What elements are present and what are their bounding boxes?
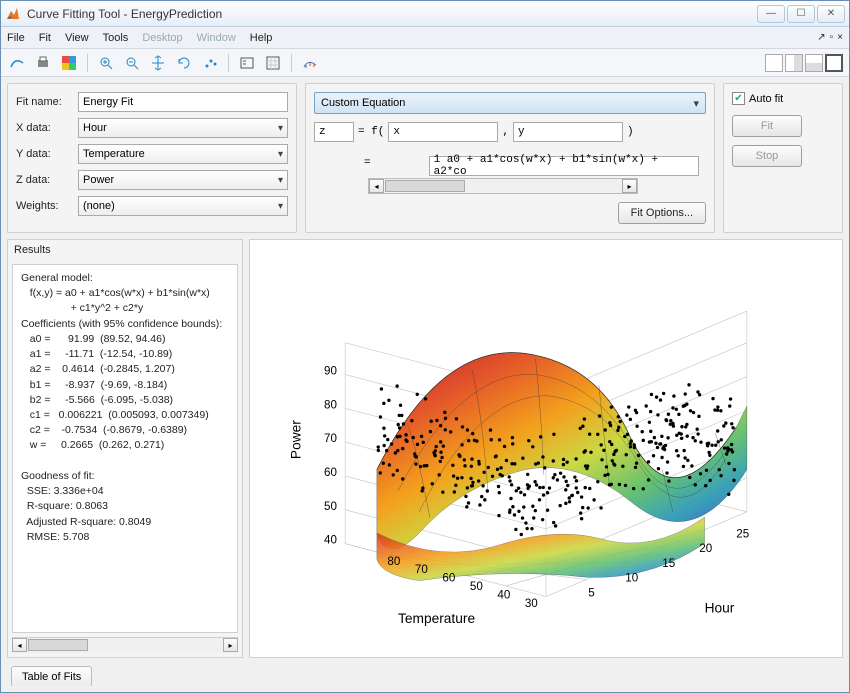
fit-button[interactable]: Fit xyxy=(732,115,802,137)
fitname-input[interactable] xyxy=(78,92,288,112)
fitname-label: Fit name: xyxy=(16,96,72,108)
y-axis-label: Temperature xyxy=(398,611,475,626)
weights-label: Weights: xyxy=(16,200,72,212)
svg-text:10: 10 xyxy=(625,572,638,585)
print-icon[interactable] xyxy=(33,53,53,73)
svg-text:40: 40 xyxy=(324,534,337,547)
menu-file[interactable]: File xyxy=(7,32,25,44)
yvar-box[interactable]: y xyxy=(513,122,623,142)
fit-type-combo[interactable]: Custom Equation xyxy=(314,92,706,114)
ydata-combo[interactable]: Temperature xyxy=(78,144,288,164)
data-cursor-icon[interactable] xyxy=(200,53,220,73)
plot-svg: Power Hour Temperature 40 50 60 70 80 90 30 40… xyxy=(250,240,842,657)
window-controls-icon[interactable]: ▫ xyxy=(830,32,834,43)
zoom-out-icon[interactable] xyxy=(122,53,142,73)
fit-config-panel: Fit name: X data: Hour Y data: Temperature… xyxy=(7,83,297,233)
x-axis-label: Hour xyxy=(705,600,735,615)
svg-text:15: 15 xyxy=(662,557,675,570)
zoom-in-icon[interactable] xyxy=(96,53,116,73)
svg-text:50: 50 xyxy=(324,500,337,513)
stop-button[interactable]: Stop xyxy=(732,145,802,167)
fit-control-panel: ✔ Auto fit Fit Stop xyxy=(723,83,843,233)
svg-text:25: 25 xyxy=(736,527,749,540)
maximize-button[interactable]: ☐ xyxy=(787,5,815,23)
results-scrollbar[interactable]: ◂▸ xyxy=(12,637,238,653)
menu-help[interactable]: Help xyxy=(250,32,273,44)
xdata-combo[interactable]: Hour xyxy=(78,118,288,138)
rotate-icon[interactable] xyxy=(174,53,194,73)
window-close-icon[interactable]: × xyxy=(837,32,843,43)
close-paren: ) xyxy=(627,126,634,138)
close-button[interactable]: ✕ xyxy=(817,5,845,23)
svg-text:90: 90 xyxy=(324,365,337,378)
svg-text:5: 5 xyxy=(588,587,594,600)
menubar: File Fit View Tools Desktop Window Help … xyxy=(1,27,849,49)
layout-2-icon[interactable] xyxy=(785,54,803,72)
equation-scrollbar[interactable]: ◂▸ xyxy=(368,178,638,194)
zdata-label: Z data: xyxy=(16,174,72,186)
results-panel: Results General model: f(x,y) = a0 + a1*… xyxy=(7,239,243,658)
svg-text:70: 70 xyxy=(415,563,428,576)
legend-icon[interactable] xyxy=(237,53,257,73)
eq-text: = f( xyxy=(358,126,384,138)
tabbar: Table of Fits xyxy=(7,664,843,686)
svg-text:40: 40 xyxy=(497,589,510,602)
menu-desktop[interactable]: Desktop xyxy=(142,32,182,44)
palette-icon[interactable] xyxy=(59,53,79,73)
surface-plot[interactable]: Power Hour Temperature 40 50 60 70 80 90 30 40… xyxy=(249,239,843,658)
matlab-icon xyxy=(5,6,21,22)
autofit-label: Auto fit xyxy=(749,93,783,105)
svg-text:50: 50 xyxy=(470,580,483,593)
zvar-box: z xyxy=(314,122,354,142)
tab-table-of-fits[interactable]: Table of Fits xyxy=(11,666,92,686)
fit-options-button[interactable]: Fit Options... xyxy=(618,202,706,224)
svg-text:80: 80 xyxy=(387,555,400,568)
z-axis-label: Power xyxy=(289,420,304,459)
residuals-icon[interactable] xyxy=(300,53,320,73)
svg-text:60: 60 xyxy=(442,572,455,585)
menu-tools[interactable]: Tools xyxy=(103,32,129,44)
window-title: Curve Fitting Tool - EnergyPrediction xyxy=(27,7,757,21)
equation-input[interactable]: 1 a0 + a1*cos(w*x) + b1*sin(w*x) + a2*co xyxy=(429,156,699,176)
ydata-label: Y data: xyxy=(16,148,72,160)
toolbar xyxy=(1,49,849,77)
zdata-combo[interactable]: Power xyxy=(78,170,288,190)
pan-icon[interactable] xyxy=(148,53,168,73)
dock-undock-icon[interactable]: ↗ xyxy=(817,32,825,43)
equation-panel: Custom Equation z = f( x , y ) = 1 a0 + … xyxy=(305,83,715,233)
layout-3-icon[interactable] xyxy=(805,54,823,72)
autofit-checkbox[interactable]: ✔ xyxy=(732,92,745,105)
weights-combo[interactable]: (none) xyxy=(78,196,288,216)
menu-window[interactable]: Window xyxy=(197,32,236,44)
layout-1-icon[interactable] xyxy=(765,54,783,72)
svg-text:60: 60 xyxy=(324,466,337,479)
menu-view[interactable]: View xyxy=(65,32,89,44)
comma: , xyxy=(502,126,509,138)
titlebar: Curve Fitting Tool - EnergyPrediction — … xyxy=(1,1,849,27)
minimize-button[interactable]: — xyxy=(757,5,785,23)
new-fit-icon[interactable] xyxy=(7,53,27,73)
svg-text:30: 30 xyxy=(525,597,538,610)
results-title: Results xyxy=(8,240,242,260)
menu-fit[interactable]: Fit xyxy=(39,32,51,44)
xdata-label: X data: xyxy=(16,122,72,134)
svg-text:20: 20 xyxy=(699,542,712,555)
grid-icon[interactable] xyxy=(263,53,283,73)
results-text: General model: f(x,y) = a0 + a1*cos(w*x)… xyxy=(12,264,238,633)
xvar-box[interactable]: x xyxy=(388,122,498,142)
svg-text:70: 70 xyxy=(324,432,337,445)
layout-4-icon[interactable] xyxy=(825,54,843,72)
svg-text:80: 80 xyxy=(324,398,337,411)
app-window: Curve Fitting Tool - EnergyPrediction — … xyxy=(0,0,850,693)
